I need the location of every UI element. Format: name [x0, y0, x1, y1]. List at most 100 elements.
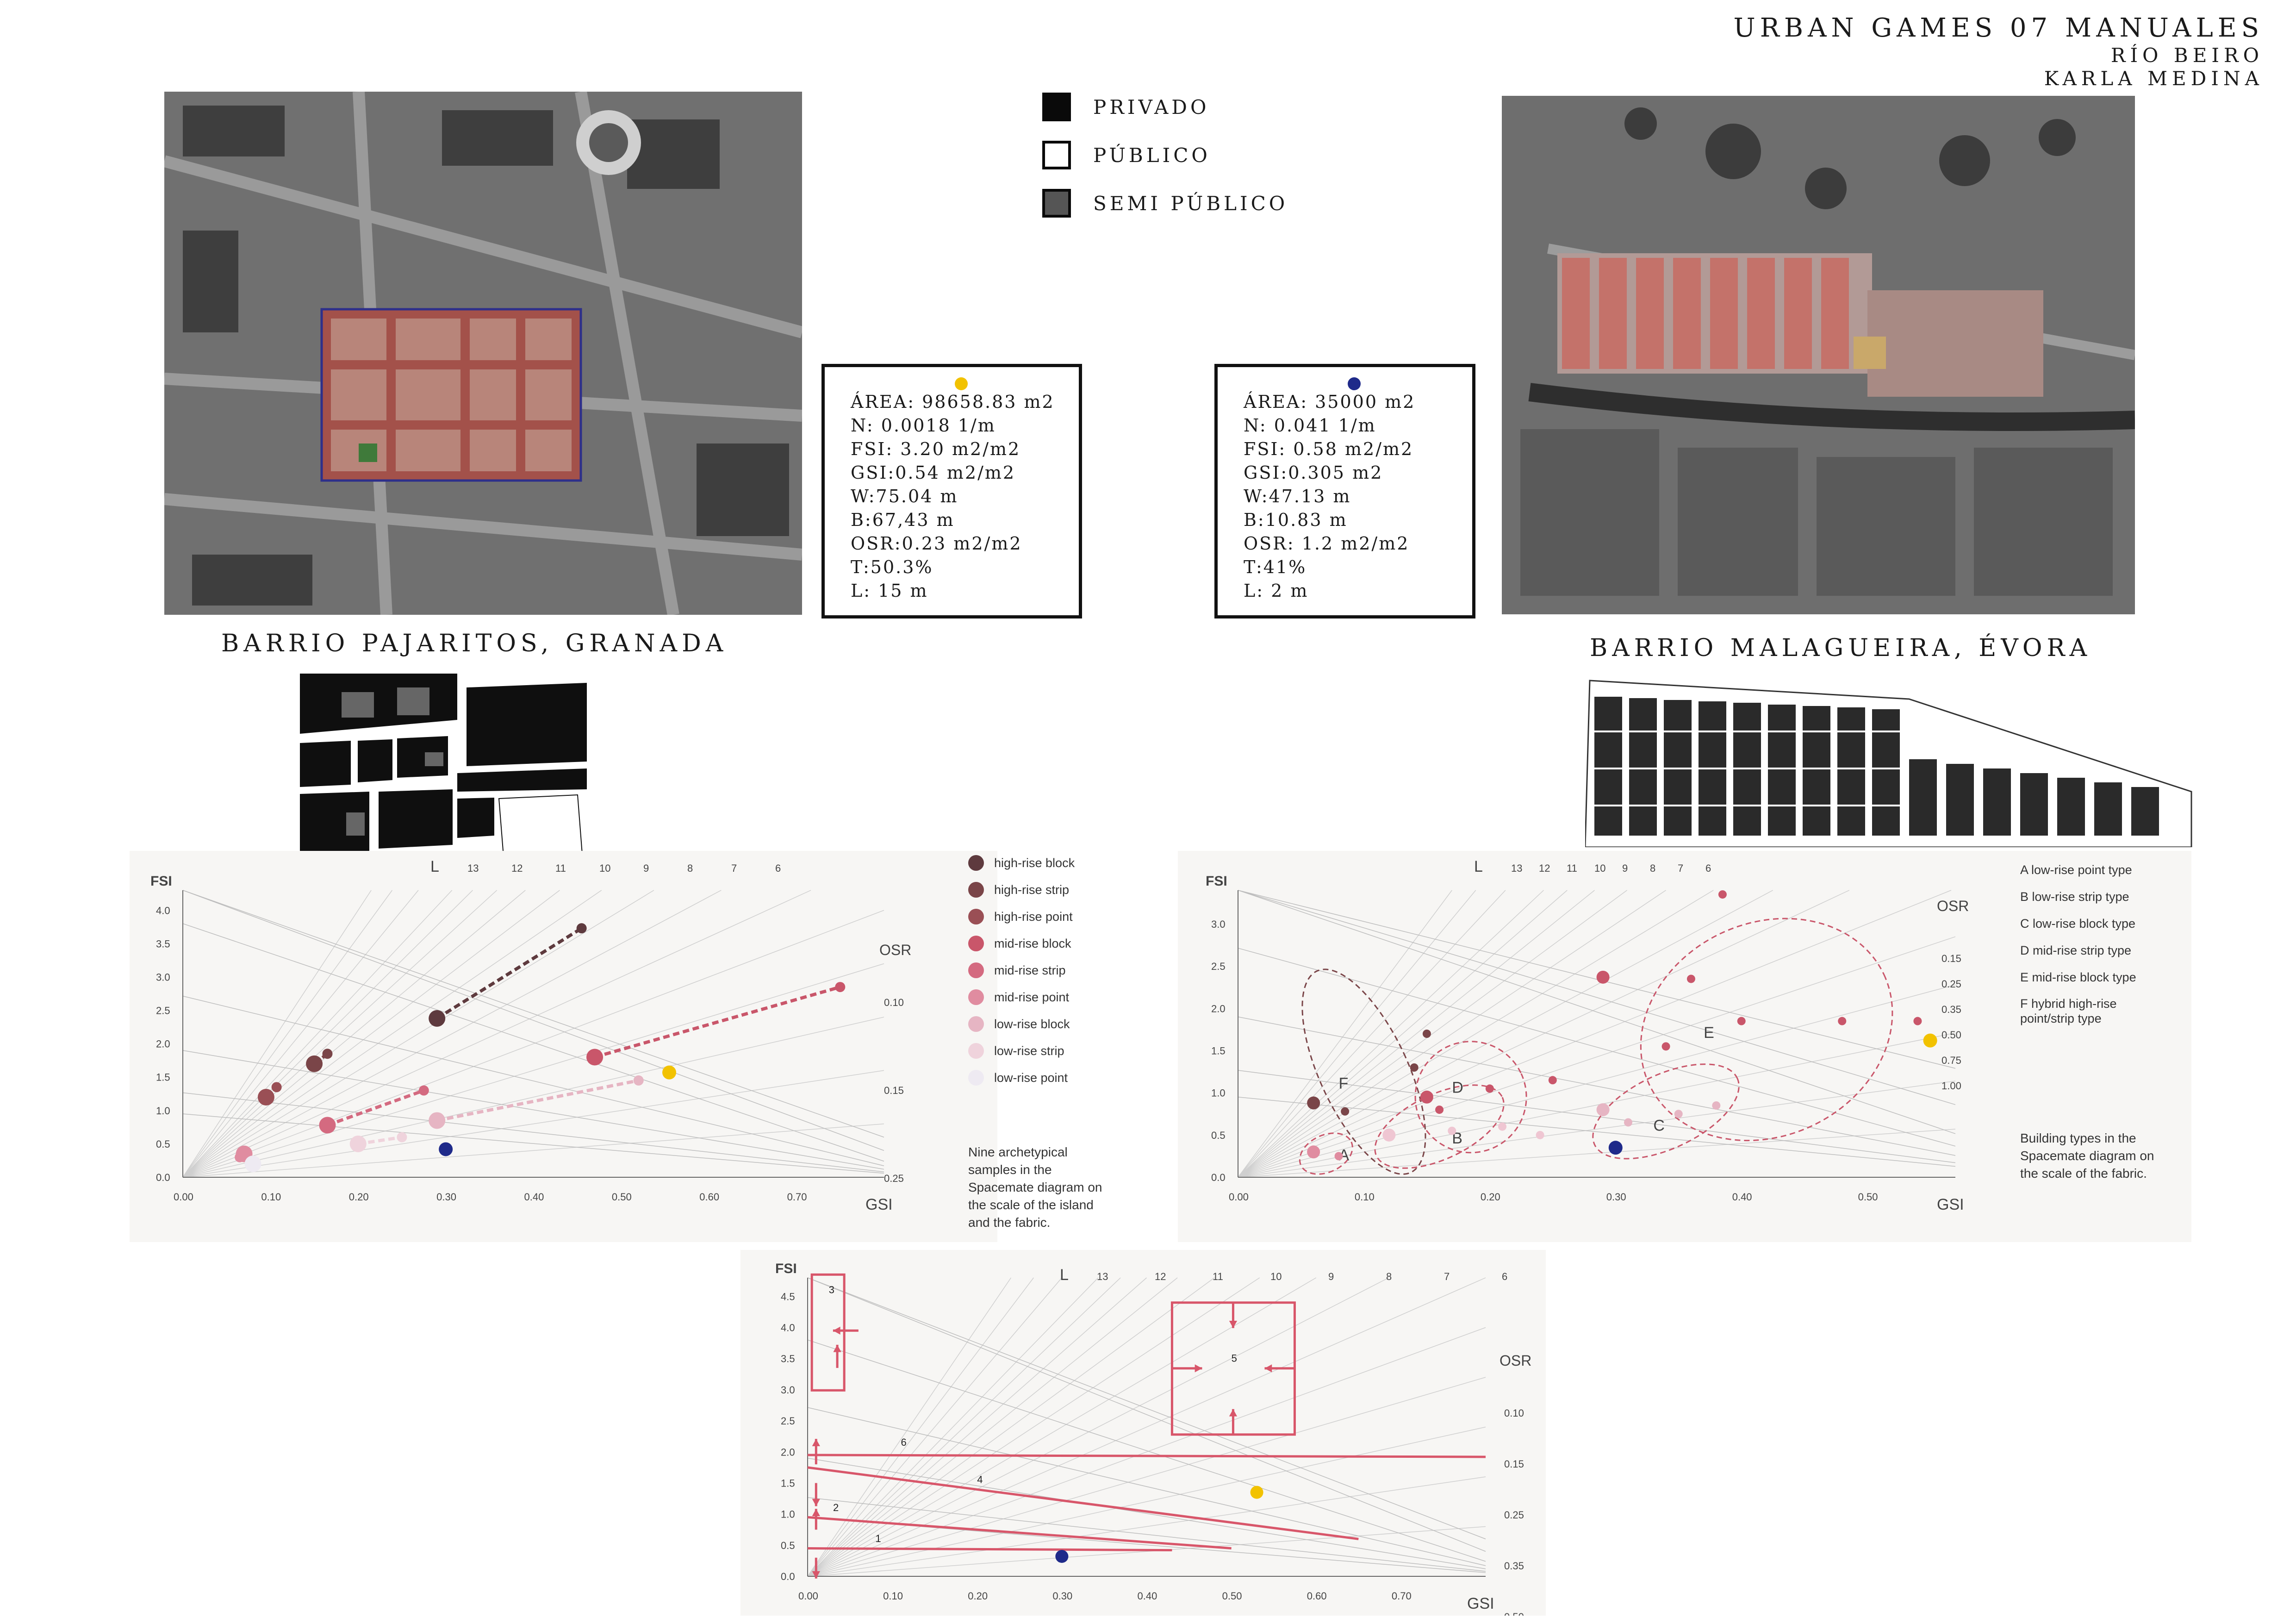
spacemate-chart-building-types-svg: 0.00 0.10 0.20 0.30 0.40 0.50 0.0 0.5 1.0 1.5 2.0 2… [1206, 858, 1969, 1213]
layer-line [1238, 936, 1956, 1178]
arrow-up-3-head [833, 1344, 841, 1352]
legend-mid-rise-strip: mid-rise strip [968, 957, 1075, 984]
osr-tick-label: 0.75 [1941, 1055, 1961, 1066]
series-link-low-rise-block [436, 1079, 639, 1122]
chart-note-archetypes: Nine archetypical samples in the Spacema… [968, 1145, 1102, 1230]
arrow-down-1-head [812, 1571, 820, 1579]
layer-tick-label: 13 [467, 862, 479, 874]
osr-tick-label: 0.25 [884, 1173, 904, 1184]
osr-line [182, 1092, 884, 1173]
data-point-low-rise-block [633, 1075, 644, 1086]
data-point-F [1341, 1107, 1350, 1116]
stat-w: W:75.04 m [851, 486, 958, 506]
layer-tick-label: 6 [1502, 1271, 1507, 1282]
layer-line [182, 890, 473, 1178]
stat-gsi: GSI:0.305 m2 [1244, 462, 1383, 483]
layer-line [1238, 890, 1452, 1178]
y-tick-label: 3.5 [156, 938, 170, 949]
stats-box-pajaritos: ÁREA: 98658.83 m2 N: 0.0018 1/m FSI: 3.2… [821, 364, 1082, 618]
layer-line [1238, 1129, 1956, 1178]
x-tick-label: 0.40 [524, 1191, 544, 1203]
data-point-low-rise-point [244, 1156, 261, 1173]
stat-t: T:41% [1244, 557, 1307, 577]
data-point-Malagueira [1055, 1550, 1069, 1563]
layer-axis-title: L [1474, 858, 1483, 875]
data-point-low-rise-strip [397, 1132, 407, 1143]
osr-line [1238, 890, 1956, 1105]
layer-line [1238, 890, 1544, 1178]
layer-tick-label: 11 [1213, 1271, 1223, 1282]
zone-label-2: 2 [833, 1502, 839, 1513]
layer-tick-label: 11 [555, 862, 566, 874]
layer-tick-label: 11 [1567, 862, 1577, 874]
layer-line [1238, 890, 1627, 1178]
zone-label-4: 4 [977, 1474, 983, 1485]
archetype-legend: high-rise block high-rise strip high-ris… [968, 849, 1075, 1091]
layer-line [1238, 984, 1956, 1178]
osr-tick-label: 0.50 [1941, 1029, 1961, 1041]
x-axis-title: GSI [1467, 1595, 1494, 1612]
y-axis-title: FSI [1206, 874, 1227, 889]
x-tick-label: 0.30 [1052, 1590, 1072, 1602]
arrow-up-6-head [812, 1439, 820, 1446]
y-tick-label: 3.0 [156, 971, 170, 983]
series-link-low-rise-strip [358, 1136, 402, 1146]
data-point-mid-rise-block [835, 982, 846, 993]
layer-tick-label: 9 [643, 862, 649, 874]
cluster-label-A: A [1339, 1147, 1350, 1164]
legend-high-rise-block: high-rise block [968, 849, 1075, 876]
osr-line [182, 890, 884, 1138]
data-point-Pajaritos [1923, 1033, 1937, 1048]
layer-line [1238, 1081, 1956, 1178]
layer-tick-label: 6 [775, 862, 781, 874]
layer-line [182, 890, 453, 1178]
spacemate-chart-building-types: 0.00 0.10 0.20 0.30 0.40 0.50 0.0 0.5 1.0 1.5 2.0 2… [1178, 851, 2191, 1242]
series-link-high-rise-block [436, 927, 583, 1020]
layer-line [1238, 890, 1476, 1178]
y-axis-title: FSI [150, 874, 172, 889]
zone-label-3: 3 [829, 1284, 834, 1296]
data-point-low-rise-block [429, 1112, 446, 1129]
data-point-high-rise-point [271, 1082, 282, 1093]
data-point-F [1422, 1030, 1431, 1038]
data-point-E [1686, 974, 1695, 983]
layer-tick-label: 7 [1678, 862, 1683, 874]
legend-high-rise-strip: high-rise strip [968, 876, 1075, 903]
cluster-label-F: F [1339, 1075, 1349, 1093]
stat-area: ÁREA: 35000 m2 [1244, 392, 1416, 412]
layer-line [807, 1277, 1178, 1577]
layer-line [1238, 890, 1714, 1178]
data-point-F [1307, 1096, 1320, 1110]
layer-axis-title: L [1060, 1266, 1069, 1284]
legend-type-a: A low-rise point type [2020, 862, 2132, 877]
stat-fsi: FSI: 0.58 m2/m2 [1244, 439, 1414, 459]
layer-line [182, 890, 602, 1178]
x-axis-title: GSI [1937, 1196, 1964, 1213]
data-point-Pajaritos [662, 1065, 677, 1080]
rule-line-1 [807, 1547, 1172, 1552]
legend-type-e: E mid-rise block type [2020, 970, 2136, 984]
arrow-left-head [1264, 1364, 1272, 1373]
layer-line [807, 1277, 1099, 1577]
arrow-up-2-head [812, 1509, 820, 1517]
layer-line [1238, 890, 1850, 1178]
layer-line [182, 890, 560, 1178]
layer-line [807, 1277, 1121, 1577]
x-tick-label: 0.40 [1138, 1590, 1157, 1602]
layer-tick-label: 12 [1155, 1271, 1166, 1282]
cluster-D [1414, 1041, 1527, 1154]
layer-tick-label: 12 [1539, 862, 1550, 874]
y-tick-label: 2.0 [1211, 1003, 1226, 1014]
layer-tick-label: 8 [687, 862, 693, 874]
layer-line [807, 1277, 1389, 1577]
y-tick-label: 1.0 [156, 1105, 170, 1117]
layer-line [1238, 890, 1773, 1178]
y-axis-title: FSI [775, 1261, 797, 1276]
osr-tick-label: 0.10 [1504, 1407, 1524, 1419]
layer-line [807, 1526, 1486, 1577]
x-tick-label: 0.30 [1606, 1191, 1626, 1203]
data-point-mid-rise-point [235, 1152, 245, 1162]
layer-line [1238, 890, 1666, 1178]
osr-line [182, 1050, 884, 1170]
data-point-F [1410, 1063, 1419, 1072]
